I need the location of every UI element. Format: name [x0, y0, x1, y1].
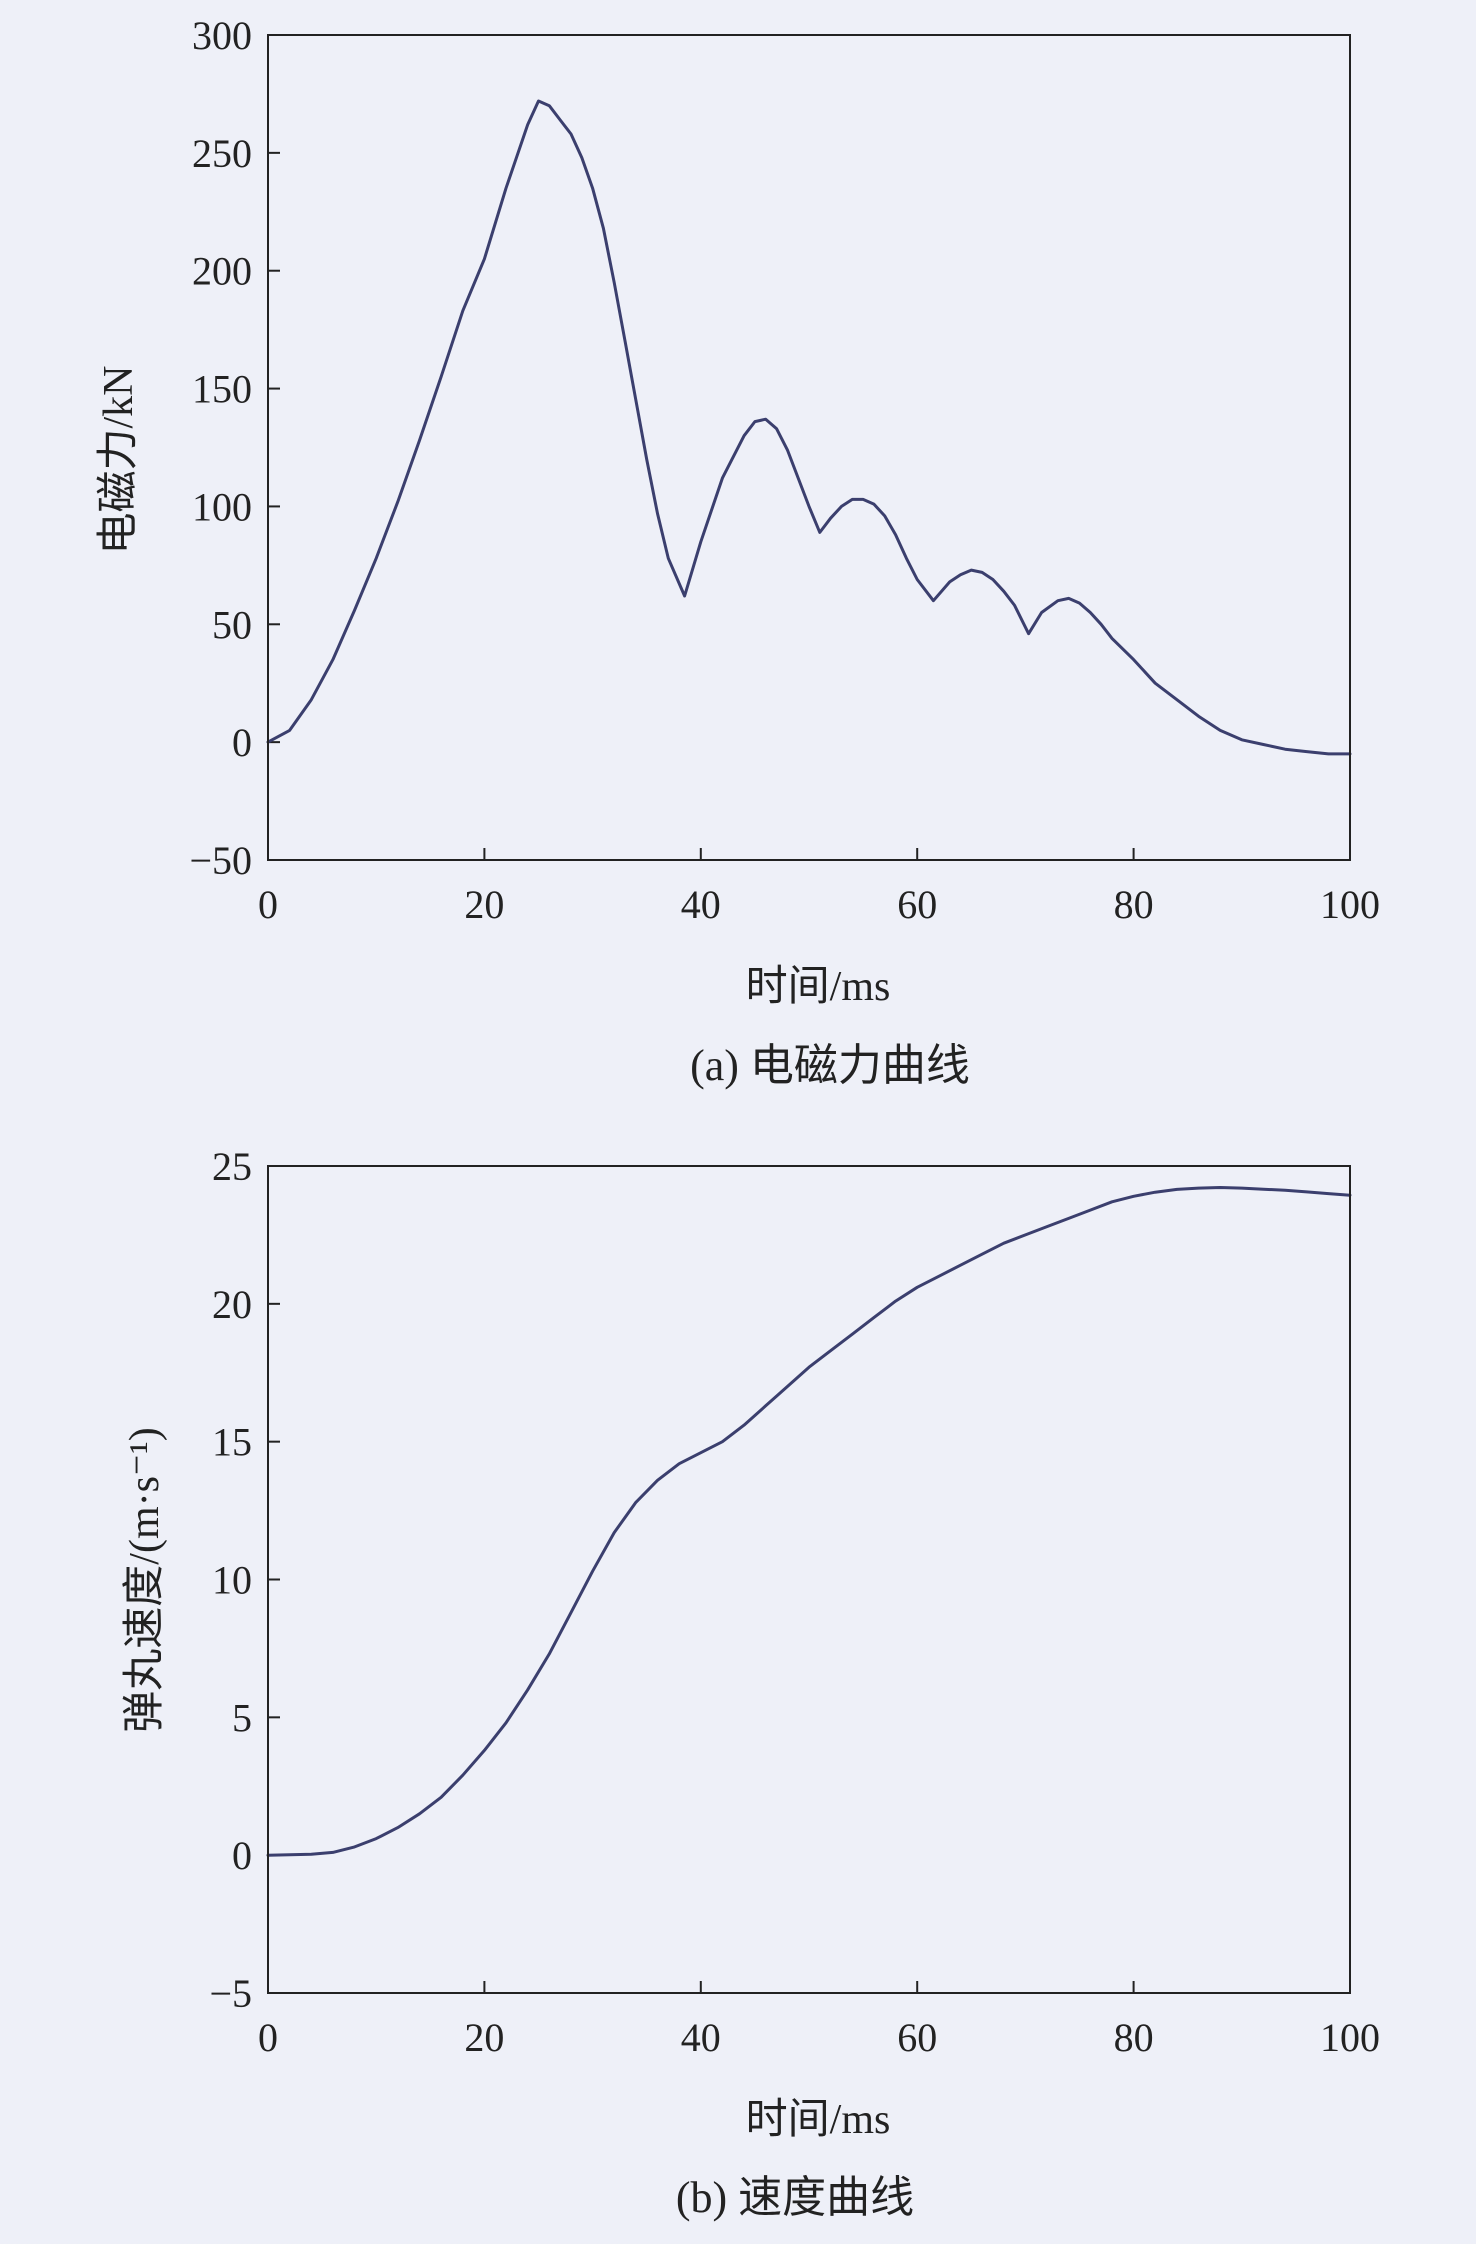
x-tick-label: 40 [681, 882, 721, 927]
y-tick-label: 100 [192, 484, 252, 529]
force-chart-caption: (a) 电磁力曲线 [690, 1041, 970, 1090]
y-tick-label: 20 [212, 1282, 252, 1327]
x-tick-label: 20 [464, 882, 504, 927]
y-tick-label: 5 [232, 1695, 252, 1740]
x-tick-label: 80 [1114, 882, 1154, 927]
x-tick-label: 20 [464, 2015, 504, 2060]
y-tick-label: 200 [192, 249, 252, 294]
velocity-chart-caption: (b) 速度曲线 [676, 2173, 914, 2222]
y-tick-label: 150 [192, 367, 252, 412]
y-tick-label: 300 [192, 13, 252, 58]
y-tick-label: 0 [232, 1833, 252, 1878]
force-x-axis-label: 时间/ms [746, 964, 891, 1010]
y-tick-label: 15 [212, 1420, 252, 1465]
force-y-axis-label: 电磁力/kN [96, 365, 142, 554]
x-tick-label: 100 [1320, 882, 1380, 927]
x-tick-label: 60 [897, 2015, 937, 2060]
x-tick-label: 0 [258, 882, 278, 927]
x-tick-label: 100 [1320, 2015, 1380, 2060]
y-tick-label: 250 [192, 131, 252, 176]
force-plot-frame [267, 34, 1351, 861]
y-tick-label: 10 [212, 1558, 252, 1603]
velocity-series-line [266, 1186, 1352, 1857]
x-tick-label: 0 [258, 2015, 278, 2060]
x-tick-label: 60 [897, 882, 937, 927]
y-tick-label: −5 [209, 1971, 252, 2016]
velocity-plot-frame [267, 1165, 1351, 1994]
y-tick-label: 0 [232, 720, 252, 765]
velocity-y-axis-label: 弹丸速度/(m·s⁻¹) [122, 1427, 168, 1732]
velocity-x-axis-label: 时间/ms [746, 2097, 891, 2143]
force-series-line [266, 99, 1352, 756]
y-tick-label: −50 [189, 838, 252, 883]
x-tick-label: 40 [681, 2015, 721, 2060]
x-tick-label: 80 [1114, 2015, 1154, 2060]
force-chart: (a) 电磁力曲线 时间/ms 电磁力/kN 0 20 40 60 80 100−5005… [96, 13, 1380, 1090]
y-tick-label: 50 [212, 602, 252, 647]
velocity-chart: (b) 速度曲线 时间/ms 弹丸速度/(m·s⁻¹) 0 20 40 60 80 100… [122, 1144, 1380, 2222]
y-tick-label: 25 [212, 1144, 252, 1189]
